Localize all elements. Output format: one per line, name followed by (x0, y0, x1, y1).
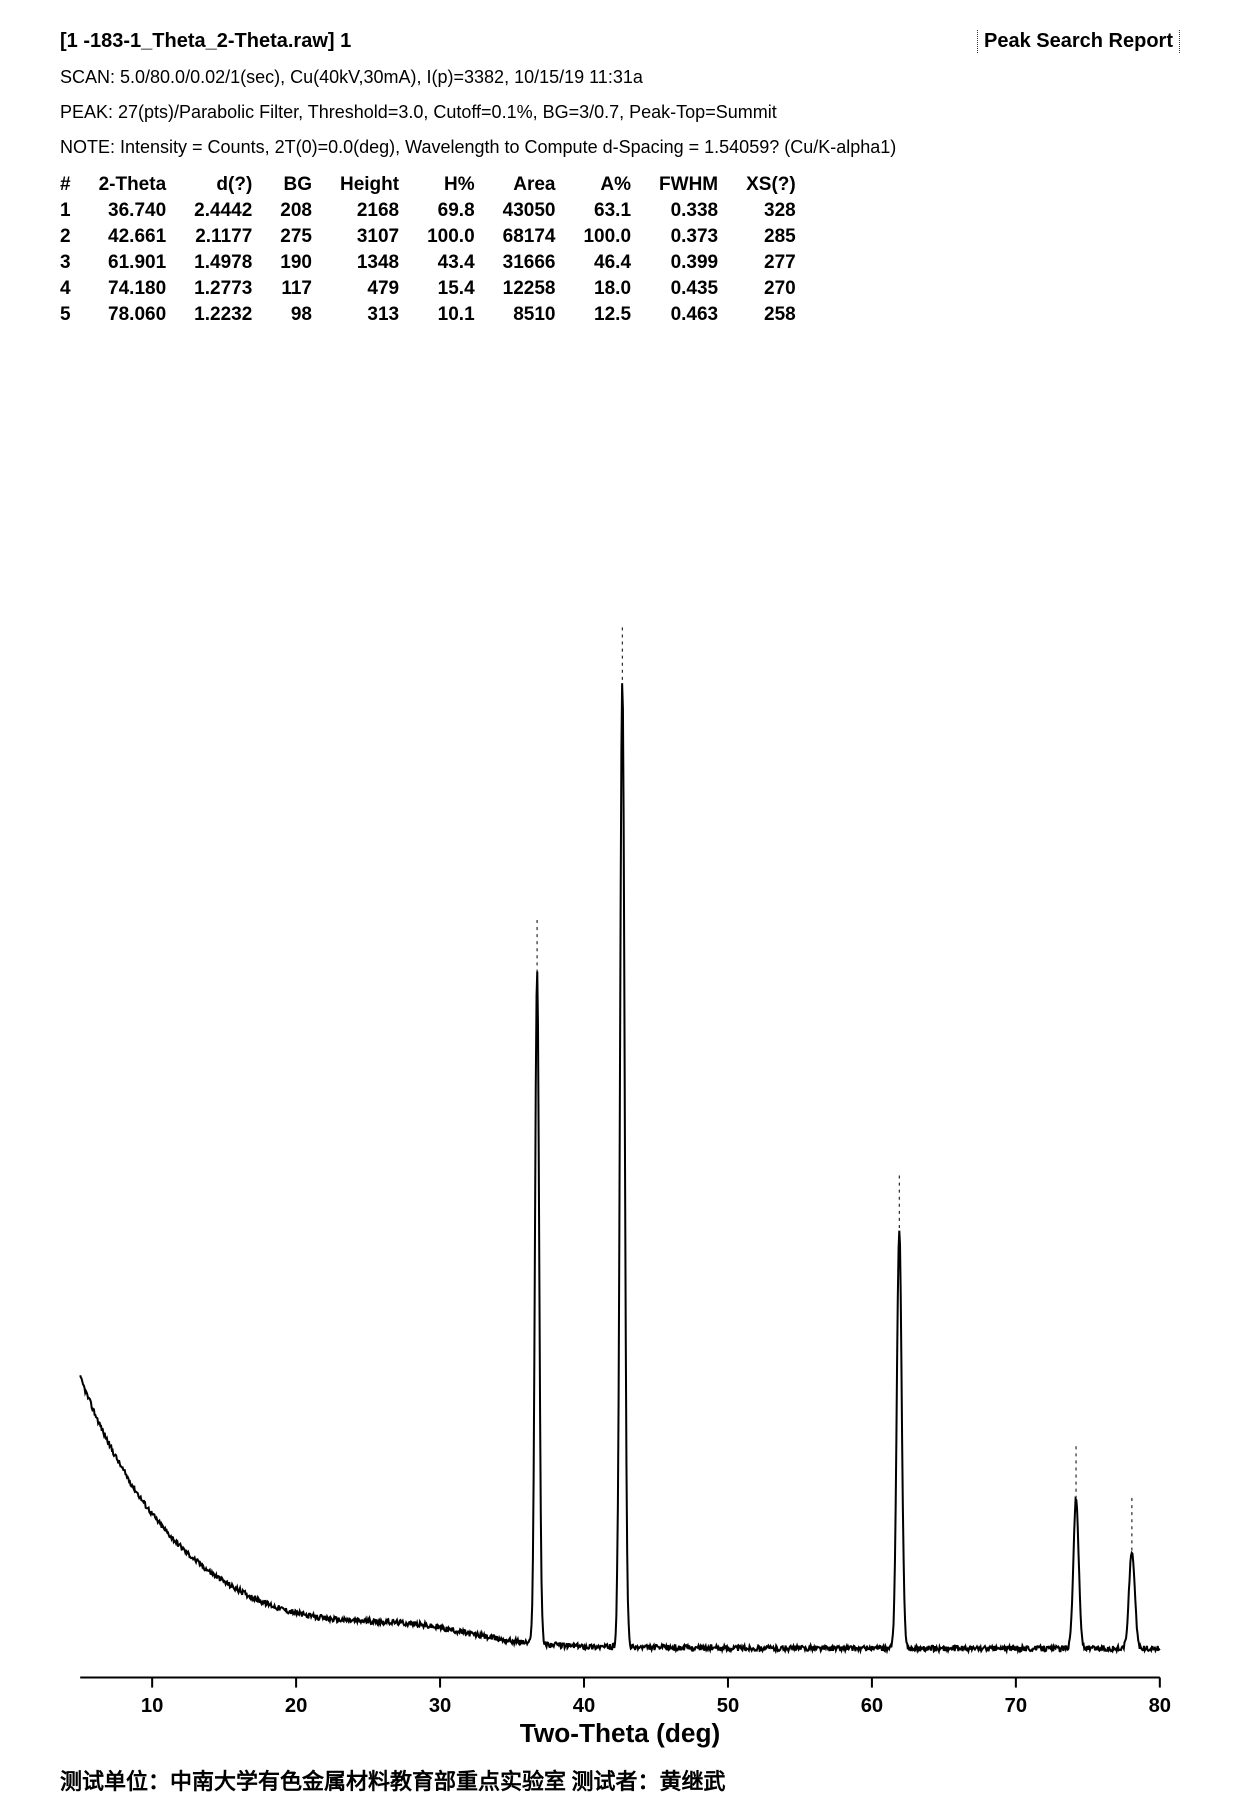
table-cell: 3 (60, 250, 85, 276)
table-header-cell: Height (326, 172, 413, 198)
table-cell: 15.4 (413, 276, 489, 302)
x-tick-label: 80 (1149, 1695, 1171, 1717)
table-header-cell: Area (489, 172, 570, 198)
table-header-cell: H% (413, 172, 489, 198)
table-header-cell: BG (266, 172, 326, 198)
table-cell: 12258 (489, 276, 570, 302)
header-row: [1 -183-1_Theta_2-Theta.raw] 1 Peak Sear… (60, 30, 1180, 53)
table-cell: 12.5 (569, 302, 645, 328)
table-cell: 98 (266, 302, 326, 328)
table-cell: 1348 (326, 250, 413, 276)
x-tick-label: 20 (285, 1695, 307, 1717)
x-axis-label: Two-Theta (deg) (520, 1718, 721, 1748)
peak-table: #2-Thetad(?)BGHeightH%AreaA%FWHMXS(?) 13… (60, 172, 810, 328)
table-cell: 479 (326, 276, 413, 302)
table-cell: 42.661 (85, 224, 181, 250)
table-cell: 31666 (489, 250, 570, 276)
table-cell: 68174 (489, 224, 570, 250)
table-cell: 63.1 (569, 198, 645, 224)
table-cell: 275 (266, 224, 326, 250)
table-row: 242.6612.11772753107100.068174100.00.373… (60, 224, 810, 250)
table-cell: 43050 (489, 198, 570, 224)
table-cell: 3107 (326, 224, 413, 250)
table-cell: 1 (60, 198, 85, 224)
table-cell: 1.2773 (180, 276, 266, 302)
table-cell: 43.4 (413, 250, 489, 276)
table-cell: 2.4442 (180, 198, 266, 224)
table-cell: 0.399 (645, 250, 732, 276)
table-header-cell: XS(?) (732, 172, 810, 198)
footer-text: 测试单位：中南大学有色金属材料教育部重点实验室 测试者：黄继武 (60, 1764, 726, 1796)
table-cell: 313 (326, 302, 413, 328)
table-cell: 285 (732, 224, 810, 250)
table-cell: 117 (266, 276, 326, 302)
table-cell: 46.4 (569, 250, 645, 276)
chart-svg: 10 20 30 40 50 60 70 80 Two-Theta (deg) (60, 594, 1180, 1754)
table-cell: 0.435 (645, 276, 732, 302)
x-tick-label: 50 (717, 1695, 739, 1717)
table-row: 578.0601.22329831310.1851012.50.463258 (60, 302, 810, 328)
table-header-cell: FWHM (645, 172, 732, 198)
xrd-chart: 10 20 30 40 50 60 70 80 Two-Theta (deg) (60, 594, 1180, 1754)
table-cell: 100.0 (413, 224, 489, 250)
table-header-cell: A% (569, 172, 645, 198)
spectrum-line (80, 683, 1160, 1651)
table-cell: 208 (266, 198, 326, 224)
table-cell: 78.060 (85, 302, 181, 328)
table-cell: 61.901 (85, 250, 181, 276)
table-cell: 270 (732, 276, 810, 302)
table-cell: 2168 (326, 198, 413, 224)
x-tick-label: 30 (429, 1695, 451, 1717)
table-cell: 0.463 (645, 302, 732, 328)
table-row: 474.1801.277311747915.41225818.00.435270 (60, 276, 810, 302)
table-header-cell: d(?) (180, 172, 266, 198)
table-cell: 10.1 (413, 302, 489, 328)
table-cell: 5 (60, 302, 85, 328)
table-cell: 100.0 (569, 224, 645, 250)
table-cell: 328 (732, 198, 810, 224)
peak-table-body: 136.7402.4442208216869.84305063.10.33832… (60, 198, 810, 328)
table-header-cell: 2-Theta (85, 172, 181, 198)
x-tick-label: 70 (1005, 1695, 1027, 1717)
table-cell: 1.2232 (180, 302, 266, 328)
table-cell: 1.4978 (180, 250, 266, 276)
peak-line: PEAK: 27(pts)/Parabolic Filter, Threshol… (60, 102, 1180, 123)
table-cell: 277 (732, 250, 810, 276)
table-cell: 18.0 (569, 276, 645, 302)
peak-table-head: #2-Thetad(?)BGHeightH%AreaA%FWHMXS(?) (60, 172, 810, 198)
table-header-cell: # (60, 172, 85, 198)
table-cell: 74.180 (85, 276, 181, 302)
table-cell: 2 (60, 224, 85, 250)
table-cell: 4 (60, 276, 85, 302)
table-cell: 2.1177 (180, 224, 266, 250)
file-title: [1 -183-1_Theta_2-Theta.raw] 1 (60, 30, 351, 53)
scan-line: SCAN: 5.0/80.0/0.02/1(sec), Cu(40kV,30mA… (60, 67, 1180, 88)
x-tick-label: 40 (573, 1695, 595, 1717)
table-cell: 258 (732, 302, 810, 328)
table-cell: 69.8 (413, 198, 489, 224)
report-title: Peak Search Report (977, 30, 1180, 53)
table-row: 136.7402.4442208216869.84305063.10.33832… (60, 198, 810, 224)
note-line: NOTE: Intensity = Counts, 2T(0)=0.0(deg)… (60, 137, 1180, 158)
table-cell: 8510 (489, 302, 570, 328)
x-tick-label: 10 (141, 1695, 163, 1717)
x-tick-label: 60 (861, 1695, 883, 1717)
table-row: 361.9011.4978190134843.43166646.40.39927… (60, 250, 810, 276)
table-cell: 36.740 (85, 198, 181, 224)
table-cell: 190 (266, 250, 326, 276)
table-cell: 0.373 (645, 224, 732, 250)
table-cell: 0.338 (645, 198, 732, 224)
